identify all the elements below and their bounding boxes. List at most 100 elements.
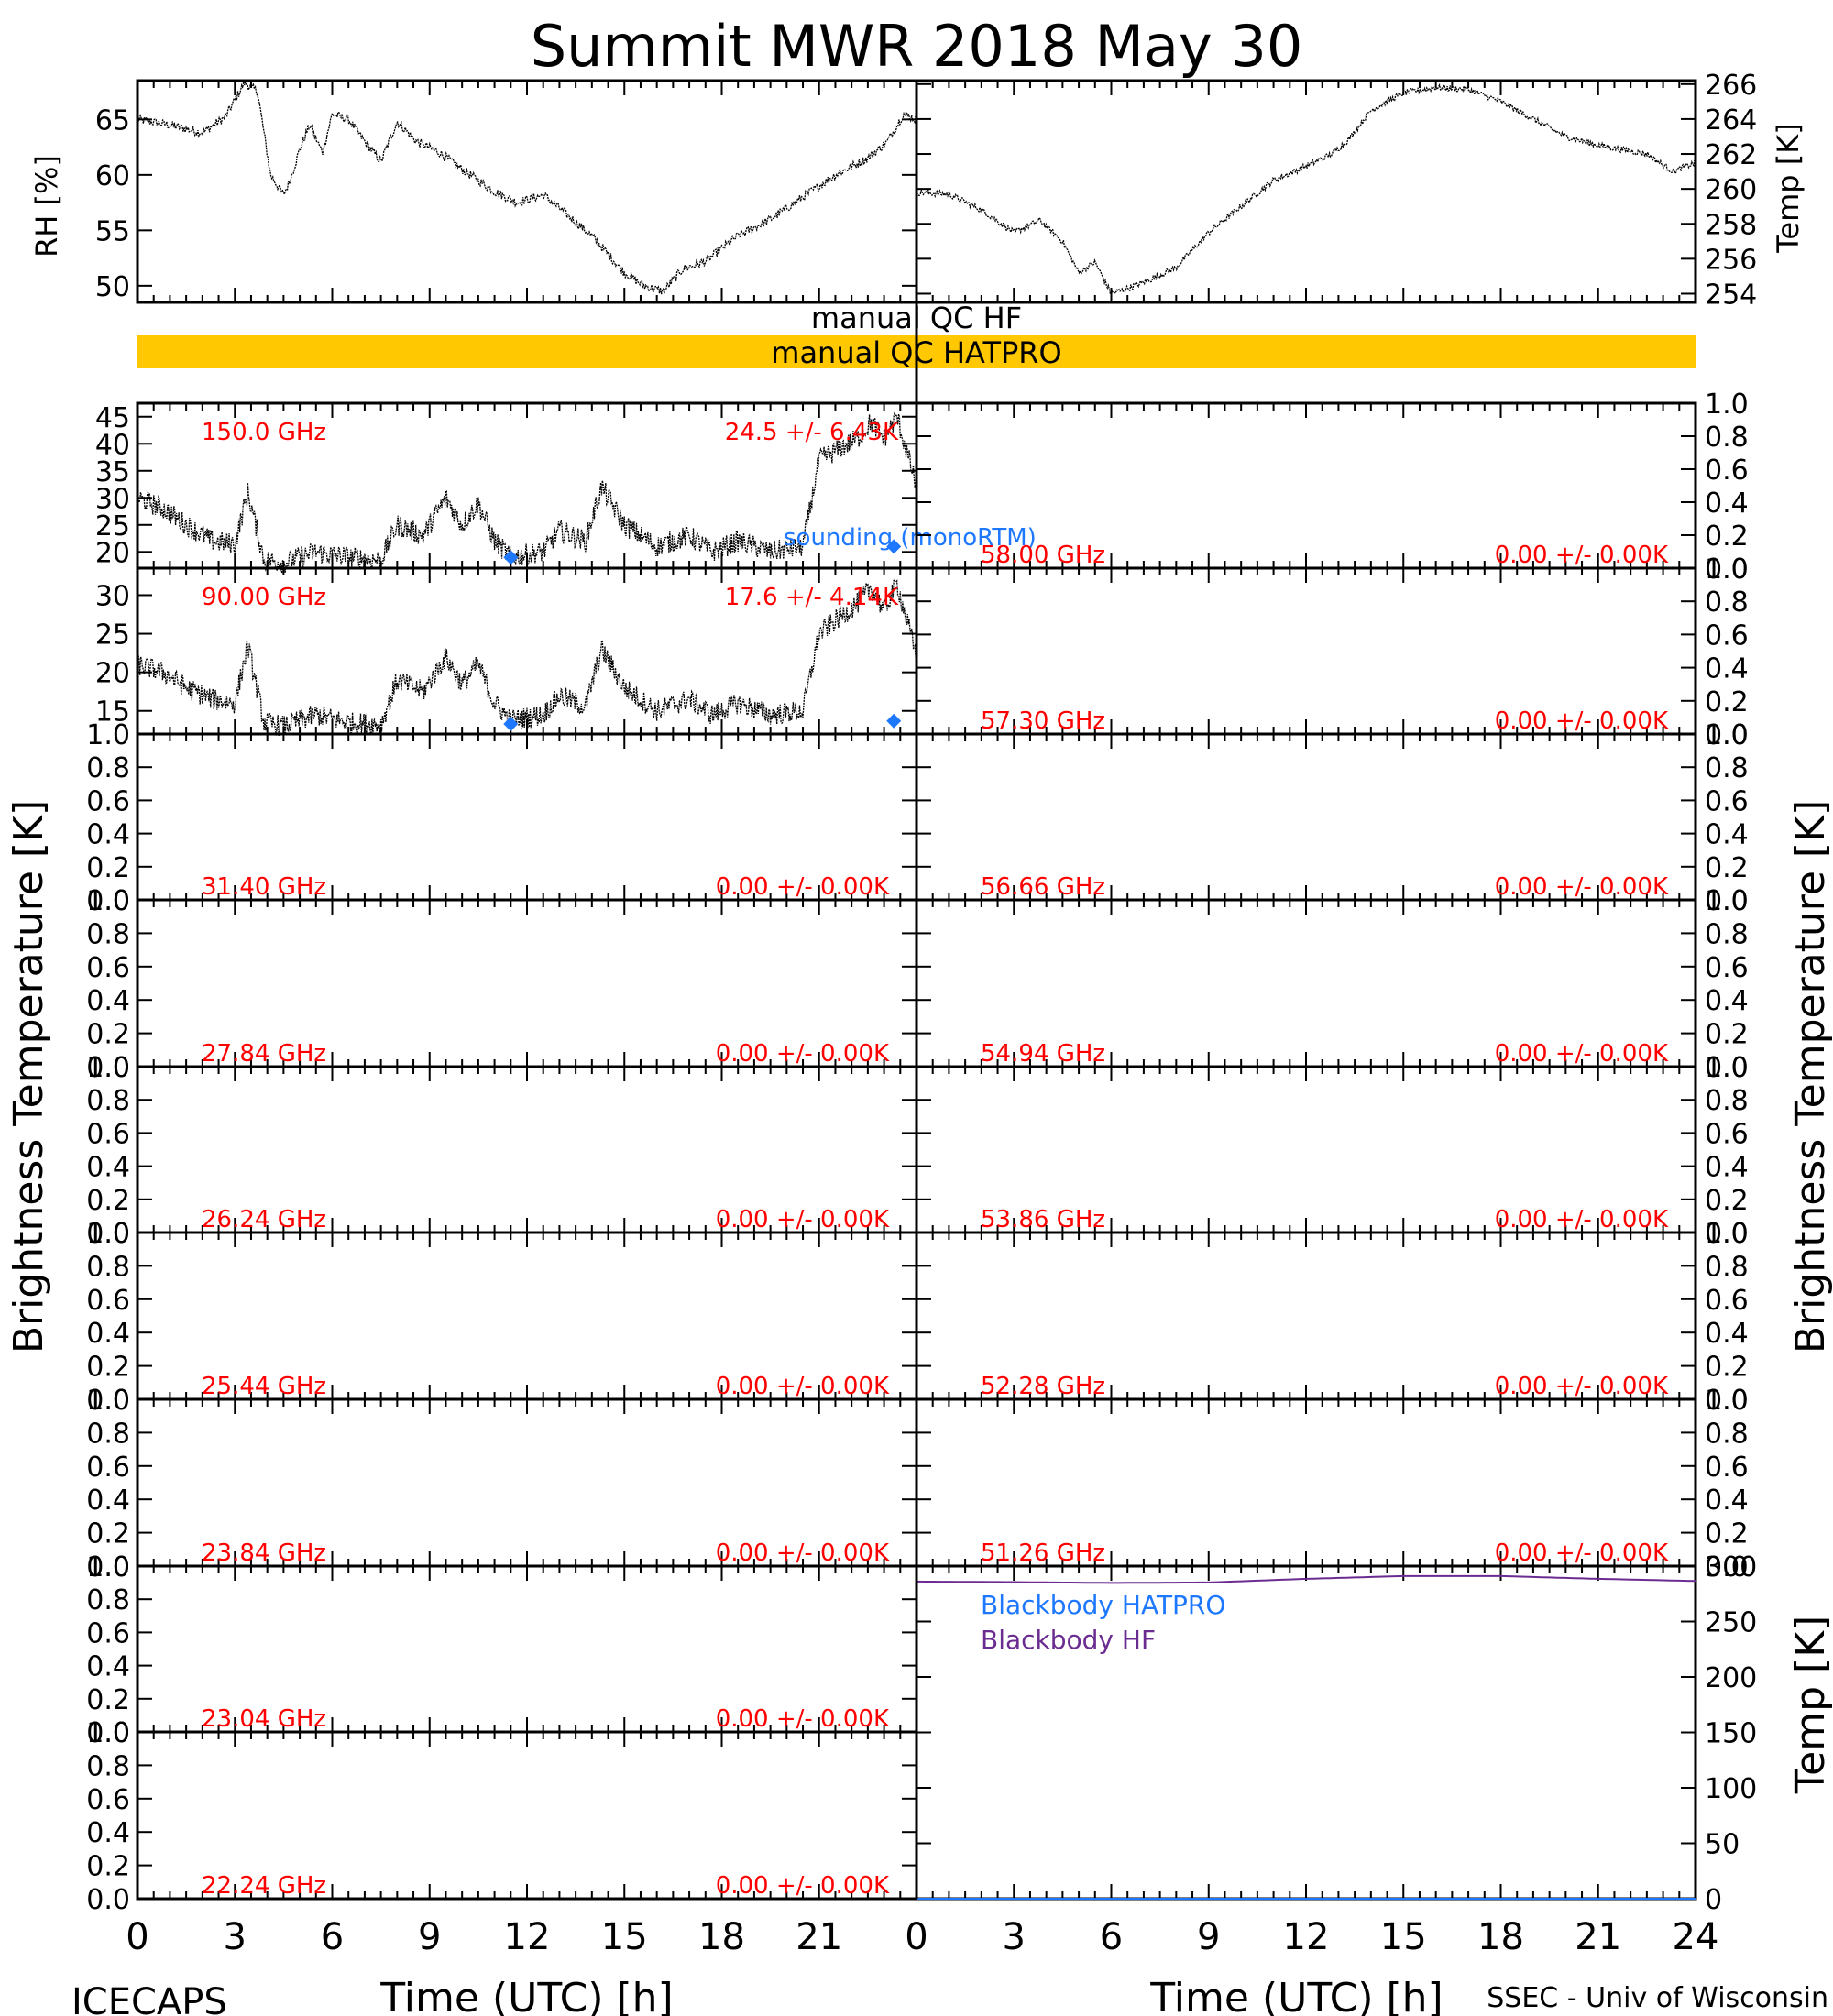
- tb-empty-R6-ytick-label: 0.6: [1705, 1452, 1749, 1484]
- tb-empty-R0-ytick-label: 0.0: [1705, 553, 1749, 586]
- tb-90-ytick-label: 15: [95, 696, 130, 729]
- tb-empty-L2-ytick-label: 0.6: [86, 785, 130, 817]
- tb-empty-R1-ytick-label: 0.4: [1705, 653, 1749, 685]
- x-tick-label: 12: [1283, 1916, 1330, 1958]
- tb-150-ytick-label: 20: [95, 537, 130, 569]
- sounding-marker: [503, 717, 519, 732]
- tb-empty-L2-ytick-label: 1.0: [86, 719, 130, 751]
- tb-empty-L3-ytick-label: 0.0: [86, 1052, 130, 1084]
- frequency-label: 54.94 GHz: [981, 1040, 1105, 1068]
- tb-empty-L7-ytick-label: 0.2: [86, 1684, 130, 1716]
- tb-empty-L4-ytick-label: 1.0: [86, 1052, 130, 1084]
- x-tick-label: 9: [1197, 1916, 1220, 1958]
- tb-empty-L6-ytick-label: 1.0: [86, 1385, 130, 1417]
- blackbody-ytick-label: 250: [1705, 1607, 1757, 1639]
- tb-empty-L4-ytick-label: 0.6: [86, 1118, 130, 1150]
- tb-empty-L2-ytick-label: 0.2: [86, 852, 130, 884]
- tb-empty-L3-ytick-label: 0.4: [86, 985, 130, 1017]
- tb-empty-R5-ytick-label: 0.6: [1705, 1285, 1749, 1317]
- tb-empty-L6-ytick-label: 0.2: [86, 1518, 130, 1550]
- tb-empty-R2-ytick-label: 0.4: [1705, 819, 1749, 851]
- tb-right-axis-label: Brightness Temperature [K]: [1787, 800, 1833, 1353]
- tb-empty-L3-panel: 0.00.20.40.60.81.027.84 GHz 0.00 +/- 0.00…: [86, 885, 918, 1084]
- tb-empty-R4-panel: 0.00.20.40.60.81.053.86 GHz 0.00 +/- 0.00…: [915, 1052, 1749, 1250]
- rh-axis-label: RH [%]: [29, 155, 64, 257]
- tb-empty-R2-ytick-label: 0.2: [1705, 852, 1749, 884]
- tb-empty-R6-panel: 0.00.20.40.60.81.051.26 GHz 0.00 +/- 0.00…: [915, 1385, 1749, 1583]
- stats-label: 0.00 +/- 0.00K: [1495, 1040, 1669, 1068]
- tb-empty-L8-ytick-label: 0.6: [86, 1784, 130, 1816]
- tb-empty-R6-ytick-label: 0.4: [1705, 1485, 1749, 1517]
- x-tick-label: 0: [126, 1916, 148, 1958]
- x-tick-label: 6: [1100, 1916, 1123, 1958]
- blackbody-ytick-label: 150: [1705, 1718, 1757, 1750]
- stats-label: 0.00 +/- 0.00K: [1495, 1539, 1669, 1567]
- blackbody-ytick-label: 200: [1705, 1662, 1757, 1694]
- tb-empty-R4-ytick-label: 0.0: [1705, 1218, 1749, 1250]
- stats-label: 0.00 +/- 0.00K: [1495, 1373, 1669, 1400]
- frequency-label: 23.84 GHz: [202, 1539, 326, 1567]
- bb-hatpro-legend: Blackbody HATPRO: [981, 1590, 1225, 1620]
- tb-empty-R4-ytick-label: 0.4: [1705, 1152, 1749, 1184]
- tb-left-axis-label: Brightness Temperature [K]: [5, 800, 52, 1353]
- stats-label: 0.00 +/- 0.00K: [716, 873, 890, 901]
- tb-empty-L4-ytick-label: 0.4: [86, 1152, 130, 1184]
- temp-top-axis-label: Temp [K]: [1771, 123, 1806, 253]
- air-temp-ytick-label: 254: [1705, 279, 1757, 311]
- rh-trace: [137, 81, 916, 295]
- air-temp-trace: [916, 82, 1696, 296]
- tb-empty-L3-ytick-label: 1.0: [86, 885, 130, 917]
- tb-empty-R5-ytick-label: 0.2: [1705, 1352, 1749, 1384]
- tb-empty-R6-ytick-label: 0.2: [1705, 1518, 1749, 1550]
- blackbody-ytick-label: 0: [1705, 1884, 1722, 1916]
- frequency-label: 58.00 GHz: [981, 542, 1105, 569]
- tb-90-ytick-label: 25: [95, 619, 130, 652]
- tb-empty-L3-ytick-label: 0.2: [86, 1019, 130, 1051]
- tb-empty-R3-ytick-label: 0.0: [1705, 1052, 1749, 1084]
- tb-empty-L4-ytick-label: 0.8: [86, 1085, 130, 1117]
- tb-empty-L8-ytick-label: 0.0: [86, 1884, 130, 1916]
- stats-label: 0.00 +/- 0.00K: [716, 1373, 890, 1400]
- tb-empty-R3-ytick-label: 0.8: [1705, 918, 1749, 950]
- air-temp-ytick-label: 256: [1705, 244, 1757, 276]
- tb-empty-L7-ytick-label: 0.6: [86, 1617, 130, 1649]
- rh-ytick-label: 50: [95, 271, 130, 303]
- tb-empty-L5-ytick-label: 0.4: [86, 1318, 130, 1350]
- tb-empty-R0-ytick-label: 1.0: [1705, 389, 1749, 421]
- stats-label: 0.00 +/- 0.00K: [1495, 542, 1669, 569]
- tb-empty-R3-ytick-label: 1.0: [1705, 885, 1749, 917]
- tb-empty-L5-ytick-label: 0.2: [86, 1352, 130, 1384]
- stats-label: 17.6 +/- 4.14K: [725, 584, 899, 611]
- tb-150-ytick-label: 45: [95, 402, 130, 434]
- tb-empty-L2-panel: 0.00.20.40.60.81.031.40 GHz 0.00 +/- 0.00…: [86, 719, 918, 917]
- x-axis-label-left: Time (UTC) [h]: [379, 1975, 673, 2016]
- rh-ytick-label: 60: [95, 160, 130, 192]
- tb-empty-L2-ytick-label: 0.4: [86, 819, 130, 851]
- frequency-label: 27.84 GHz: [202, 1040, 326, 1068]
- x-tick-label: 24: [1673, 1916, 1719, 1958]
- tb-empty-R0-ytick-label: 0.8: [1705, 422, 1749, 454]
- tb-150-ytick-label: 35: [95, 456, 130, 488]
- tb-150-ytick-label: 30: [95, 483, 130, 515]
- tb-empty-R5-ytick-label: 0.8: [1705, 1251, 1749, 1283]
- tb-empty-R2-ytick-label: 1.0: [1705, 719, 1749, 751]
- rh-ytick-label: 65: [95, 104, 130, 137]
- tb-150-ytick-label: 40: [95, 429, 130, 461]
- air-temp-ytick-label: 260: [1705, 174, 1757, 206]
- tb-empty-R5-panel: 0.00.20.40.60.81.052.28 GHz 0.00 +/- 0.00…: [915, 1218, 1749, 1417]
- tb-empty-L5-ytick-label: 0.6: [86, 1285, 130, 1317]
- air-temp-ytick-label: 258: [1705, 209, 1757, 241]
- frequency-label: 150.0 GHz: [202, 419, 326, 446]
- tb-empty-R0-ytick-label: 0.6: [1705, 455, 1749, 487]
- tb-empty-L7-ytick-label: 1.0: [86, 1551, 130, 1583]
- x-tick-label: 0: [905, 1916, 927, 1958]
- x-tick-label: 3: [1003, 1916, 1026, 1958]
- x-tick-label: 3: [224, 1916, 247, 1958]
- tb-empty-R0-ytick-label: 0.4: [1705, 488, 1749, 520]
- stats-label: 0.00 +/- 0.00K: [716, 1705, 890, 1733]
- sounding-marker: [503, 550, 519, 565]
- stats-label: 0.00 +/- 0.00K: [716, 1040, 890, 1068]
- tb-150-ytick-label: 25: [95, 510, 130, 542]
